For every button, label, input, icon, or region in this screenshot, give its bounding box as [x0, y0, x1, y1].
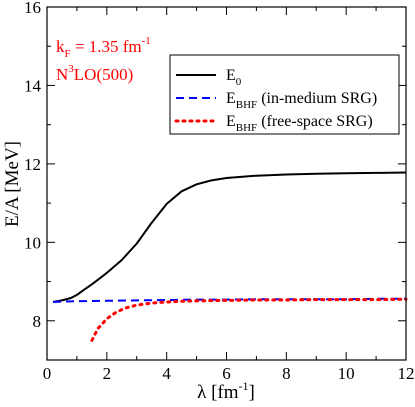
legend-ebhf-free-sub: BHF [236, 122, 257, 134]
annotation-model-rest: LO(500) [74, 65, 133, 84]
annotation-kf: kF = 1.35 fm-1 [56, 35, 151, 60]
y-axis-label: E/A [MeV] [2, 141, 23, 227]
x-tick-label: 4 [162, 364, 171, 383]
y-tick-label: 16 [24, 0, 41, 17]
legend: E0 EBHF (in-medium SRG) EBHF (free-space… [169, 54, 400, 135]
annotation-kf-sup: -1 [142, 35, 151, 47]
annotation-kf-main: k [56, 37, 65, 56]
y-tick-label: 12 [24, 155, 41, 174]
series-layer [52, 171, 408, 342]
legend-ebhf-in-name: E [226, 90, 236, 107]
series-e0-line [52, 171, 407, 303]
x-tick-label: 2 [103, 364, 112, 383]
legend-e0-name: E [226, 67, 236, 84]
x-tick-label: 10 [338, 364, 355, 383]
y-tick-label: 8 [33, 312, 42, 331]
x-axis-label: λ [fm-1] [197, 379, 255, 403]
legend-label-ebhf-in-medium: EBHF (in-medium SRG) [226, 90, 377, 111]
legend-ebhf-in-tail: (in-medium SRG) [257, 90, 377, 107]
annotation-model: N3LO(500) [56, 63, 133, 84]
x-tick-label: 8 [282, 364, 291, 383]
y-tick-label: 14 [24, 76, 42, 95]
legend-ebhf-free-tail: (free-space SRG) [257, 113, 373, 130]
x-axis-label-main: λ [fm [197, 382, 239, 403]
x-axis-label-tail: ] [249, 382, 255, 403]
annotation-model-sup: 3 [68, 63, 74, 75]
legend-label-e0: E0 [226, 67, 242, 88]
x-axis-label-sup: -1 [239, 379, 249, 393]
x-tick-label: 12 [398, 364, 415, 383]
legend-ebhf-in-sub: BHF [236, 99, 257, 111]
x-tick-label: 6 [222, 364, 231, 383]
series-ebhf-free-space-line [90, 297, 408, 342]
legend-e0-sub: 0 [236, 76, 242, 88]
legend-ebhf-free-name: E [226, 113, 236, 130]
annotation-kf-value: = 1.35 fm [71, 37, 142, 56]
x-tick-label: 0 [43, 364, 52, 383]
y-tick-label: 10 [24, 233, 41, 252]
legend-box [169, 54, 400, 135]
legend-label-ebhf-free-space: EBHF (free-space SRG) [226, 113, 373, 134]
annotation-model-n: N [56, 65, 68, 84]
annotation-kf-sub: F [65, 48, 71, 60]
ticks-layer: 0 2 4 6 8 10 12 8 10 12 14 16 [24, 0, 415, 383]
